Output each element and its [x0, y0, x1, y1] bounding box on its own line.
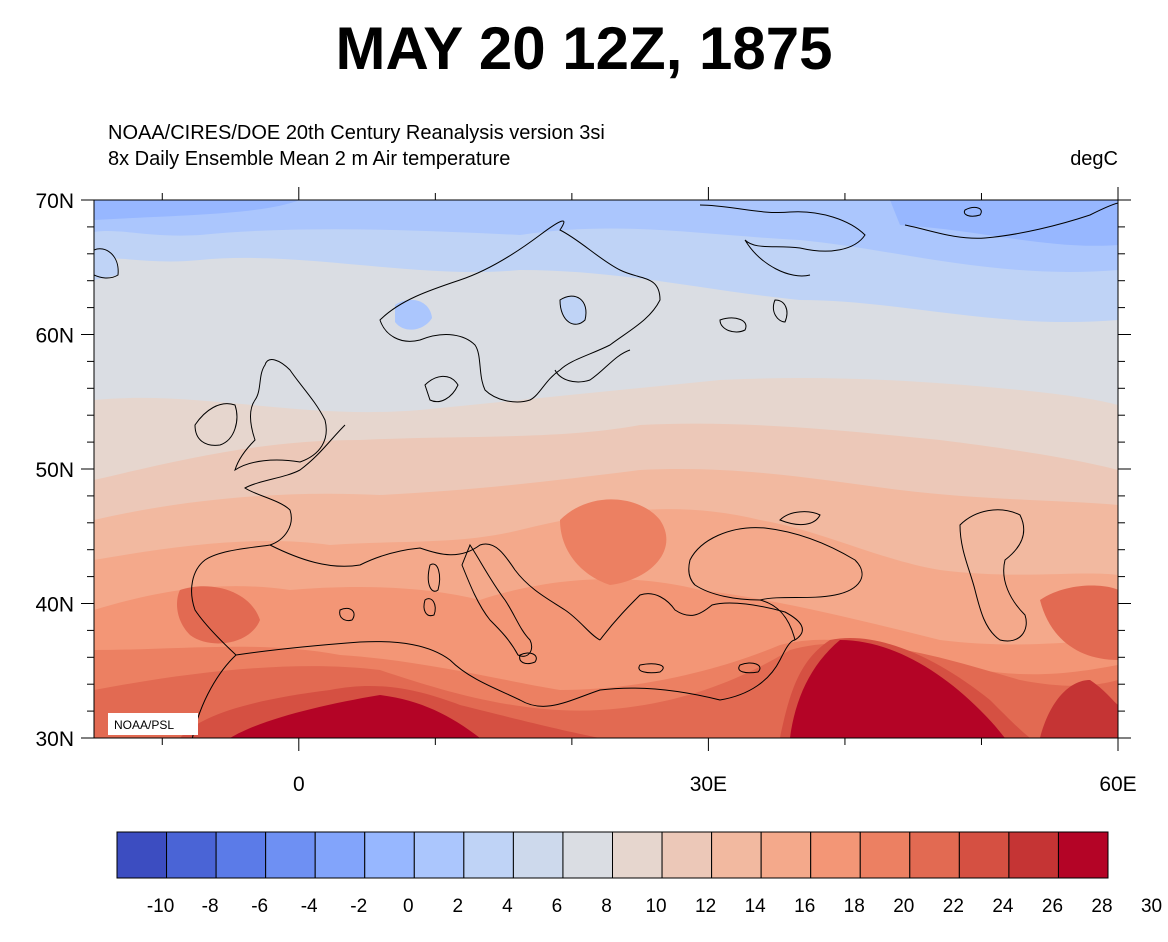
colorbar-swatch [1008, 831, 1059, 879]
map-title: MAY 20 12Z, 1875 [335, 15, 833, 82]
lon-tick-label: 60E [1099, 773, 1136, 796]
temperature-field [94, 200, 1118, 738]
colorbar-label: -4 [301, 896, 318, 917]
credit-label: NOAA/PSL [114, 718, 174, 732]
colorbar-swatch [463, 831, 514, 879]
colorbar-label: 2 [453, 896, 464, 917]
colorbar-swatch [364, 831, 415, 879]
colorbar-label: 6 [552, 896, 563, 917]
colorbar-label: 26 [1042, 896, 1063, 917]
colorbar-swatch [958, 831, 1010, 879]
colorbar-label: 30 [1141, 896, 1162, 917]
lat-tick-label: 60N [35, 325, 74, 348]
colorbar-label: 14 [745, 896, 767, 917]
lon-tick-label: 0 [293, 773, 305, 796]
colorbar-swatch [711, 831, 762, 879]
colorbar-swatch [661, 831, 713, 879]
coastlines [94, 202, 1118, 738]
colorbar: -10 -8 -6 -4 -2 0 2 4 6 8 10 12 14 16 18 20 22 24 26 28 30 [116, 831, 1162, 917]
colorbar-swatch [562, 831, 614, 879]
colorbar-label: 8 [601, 896, 612, 917]
map-axes: 70N 60N 50N 40N 30N 0 30E 60E [35, 187, 1137, 796]
colorbar-label: 4 [502, 896, 513, 917]
colorbar-label: 0 [403, 896, 414, 917]
colorbar-swatch [166, 831, 217, 879]
colorbar-swatch [612, 831, 663, 879]
colorbar-swatch [859, 831, 911, 879]
lat-tick-label: 50N [35, 459, 74, 482]
colorbar-label: 20 [893, 896, 914, 917]
colorbar-label: 18 [844, 896, 865, 917]
colorbar-swatch [810, 831, 861, 879]
colorbar-swatch [116, 831, 168, 879]
colorbar-swatch [512, 831, 564, 879]
colorbar-label: -10 [147, 896, 174, 917]
colorbar-swatch [265, 831, 316, 879]
colorbar-swatch [1057, 831, 1109, 879]
colorbar-label: 24 [992, 896, 1014, 917]
units-label: degC [1070, 148, 1118, 170]
colorbar-label: -8 [202, 896, 219, 917]
colorbar-label: 28 [1091, 896, 1112, 917]
colorbar-swatch [314, 831, 366, 879]
colorbar-label: -6 [251, 896, 268, 917]
colorbar-swatch [760, 831, 812, 879]
colorbar-label: 12 [695, 896, 716, 917]
dataset-subtitle: NOAA/CIRES/DOE 20th Century Reanalysis v… [108, 122, 605, 144]
lat-tick-label: 70N [35, 190, 74, 213]
colorbar-label: 22 [943, 896, 964, 917]
lat-tick-label: 40N [35, 594, 74, 617]
credit-box: NOAA/PSL [108, 713, 198, 735]
lon-tick-label: 30E [690, 773, 727, 796]
variable-subtitle: 8x Daily Ensemble Mean 2 m Air temperatu… [108, 148, 511, 170]
colorbar-label: -2 [350, 896, 367, 917]
colorbar-swatch [215, 831, 267, 879]
colorbar-label: 16 [794, 896, 815, 917]
colorbar-label: 10 [645, 896, 666, 917]
colorbar-swatch [413, 831, 465, 879]
lat-tick-label: 30N [35, 728, 74, 751]
colorbar-swatch [909, 831, 960, 879]
